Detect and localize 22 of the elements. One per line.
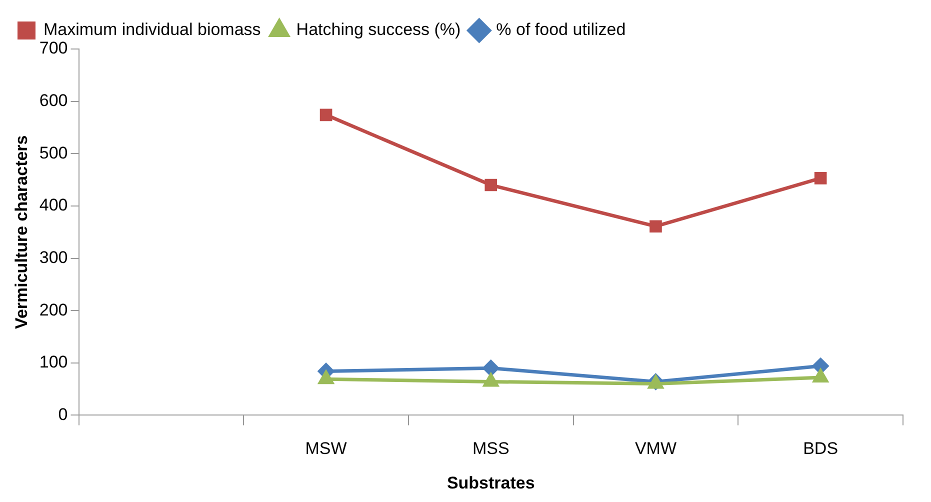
legend-label: Hatching success (%) [296,20,461,40]
legend-label: % of food utilized [496,20,626,40]
y-tick-label: 500 [39,143,68,162]
x-tick-label: BDS [803,439,838,458]
point [814,172,827,184]
y-tick-label: 700 [39,38,68,58]
point [482,360,500,377]
legend-label: Maximum individual biomass [44,20,261,40]
x-axis-title: Substrates [446,473,535,492]
x-tick-label: VMW [634,439,677,458]
x-tick-label: MSW [305,439,347,458]
y-tick-label: 0 [58,404,68,424]
y-tick-label: 300 [39,248,68,267]
y-tick-label: 400 [39,196,68,215]
y-axis-title: Vermiculture characters [12,135,31,329]
point [320,108,332,122]
y-tick-label: 600 [39,91,68,110]
point [650,220,662,233]
y-tick-label: 200 [39,300,68,320]
x-tick-label: MSS [472,439,510,458]
y-tick-label: 100 [39,352,68,372]
point [484,178,498,192]
